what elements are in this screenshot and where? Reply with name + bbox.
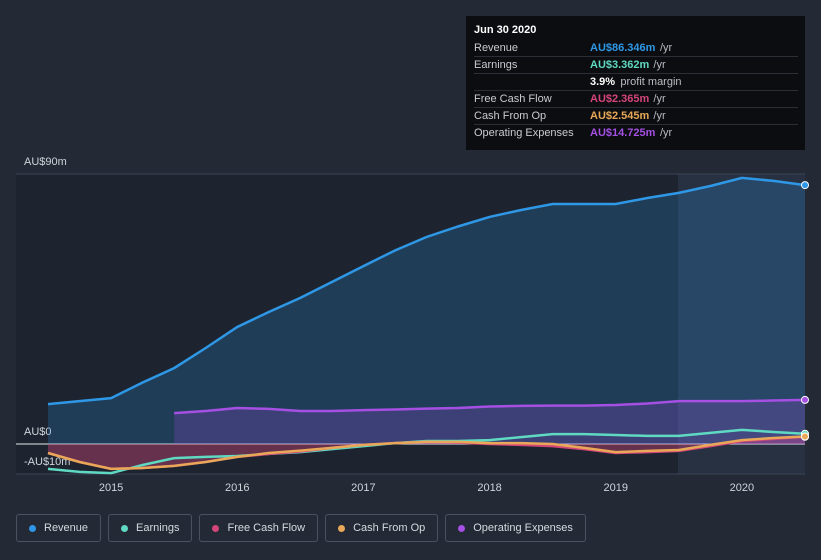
legend-label: Revenue bbox=[44, 522, 89, 534]
series-area bbox=[174, 399, 805, 444]
legend-item[interactable]: Operating Expenses bbox=[445, 514, 586, 542]
tooltip-row: Earnings AU$3.362m/yr bbox=[474, 57, 798, 74]
y-tick-label: AU$0 bbox=[24, 426, 52, 438]
end-point bbox=[801, 432, 809, 441]
y-tick-label: -AU$10m bbox=[24, 456, 70, 468]
highlight-region bbox=[678, 174, 805, 474]
tooltip-label: Revenue bbox=[474, 42, 519, 54]
tooltip-row: 3.9% profit margin bbox=[474, 74, 798, 91]
tooltip-date: Jun 30 2020 bbox=[474, 24, 537, 36]
tooltip-unit: profit margin bbox=[620, 76, 682, 88]
legend: Revenue Earnings Free Cash Flow Cash From O… bbox=[16, 514, 586, 542]
tooltip-unit: /yr bbox=[660, 127, 673, 139]
legend-label: Earnings bbox=[136, 522, 180, 534]
tooltip-unit: /yr bbox=[660, 42, 673, 54]
x-tick-label: 2016 bbox=[225, 482, 249, 494]
legend-swatch bbox=[212, 524, 220, 532]
tooltip-value: AU$86.346m bbox=[590, 42, 656, 54]
series-line bbox=[47, 176, 806, 406]
tooltip-label: Cash From Op bbox=[474, 110, 547, 122]
tooltip-row: Free Cash Flow AU$2.365m/yr bbox=[474, 91, 798, 108]
series-line bbox=[47, 435, 806, 471]
x-tick-label: 2019 bbox=[604, 482, 628, 494]
legend-label: Free Cash Flow bbox=[227, 522, 306, 534]
tooltip-value: 3.9% bbox=[590, 76, 616, 88]
series-line bbox=[174, 398, 806, 415]
tooltip-label: Operating Expenses bbox=[474, 127, 574, 139]
tooltip-value: AU$2.545m bbox=[590, 110, 650, 122]
tooltip-value: AU$14.725m bbox=[590, 127, 656, 139]
legend-swatch bbox=[121, 524, 129, 532]
legend-item[interactable]: Revenue bbox=[16, 514, 102, 542]
legend-item[interactable]: Cash From Op bbox=[325, 514, 439, 542]
tooltip: Jun 30 2020 Revenue AU$86.346m/yr Earnings A… bbox=[466, 16, 805, 150]
legend-label: Cash From Op bbox=[353, 522, 426, 534]
series-area bbox=[48, 436, 805, 469]
plot-background bbox=[16, 174, 678, 474]
end-point bbox=[801, 181, 809, 190]
tooltip-row: Operating Expenses AU$14.725m/yr bbox=[474, 125, 798, 141]
tooltip-value: AU$3.362m bbox=[590, 59, 650, 71]
tooltip-label: Earnings bbox=[474, 59, 518, 71]
x-tick-label: 2018 bbox=[477, 482, 501, 494]
x-tick-label: 2015 bbox=[99, 482, 123, 494]
y-tick-label: AU$90m bbox=[24, 156, 67, 168]
x-tick-label: 2020 bbox=[730, 482, 754, 494]
chart: AU$90m AU$0 -AU$10m 2015 2016 2017 2018 2019 202… bbox=[16, 156, 809, 494]
tooltip-row: Revenue AU$86.346m/yr bbox=[474, 40, 798, 57]
legend-item[interactable]: Free Cash Flow bbox=[199, 514, 319, 542]
tooltip-value: AU$2.365m bbox=[590, 93, 650, 105]
x-tick-label: 2017 bbox=[351, 482, 375, 494]
tooltip-label: Free Cash Flow bbox=[474, 93, 552, 105]
legend-item[interactable]: Earnings bbox=[108, 514, 193, 542]
legend-swatch bbox=[338, 524, 346, 532]
tooltip-unit: /yr bbox=[653, 93, 666, 105]
tooltip-unit: /yr bbox=[653, 110, 666, 122]
end-point bbox=[801, 395, 809, 404]
series-area bbox=[48, 177, 805, 444]
legend-swatch bbox=[29, 524, 36, 532]
legend-label: Operating Expenses bbox=[473, 522, 573, 534]
legend-swatch bbox=[458, 524, 466, 532]
tooltip-row: Cash From Op AU$2.545m/yr bbox=[474, 108, 798, 125]
tooltip-unit: /yr bbox=[653, 59, 666, 71]
